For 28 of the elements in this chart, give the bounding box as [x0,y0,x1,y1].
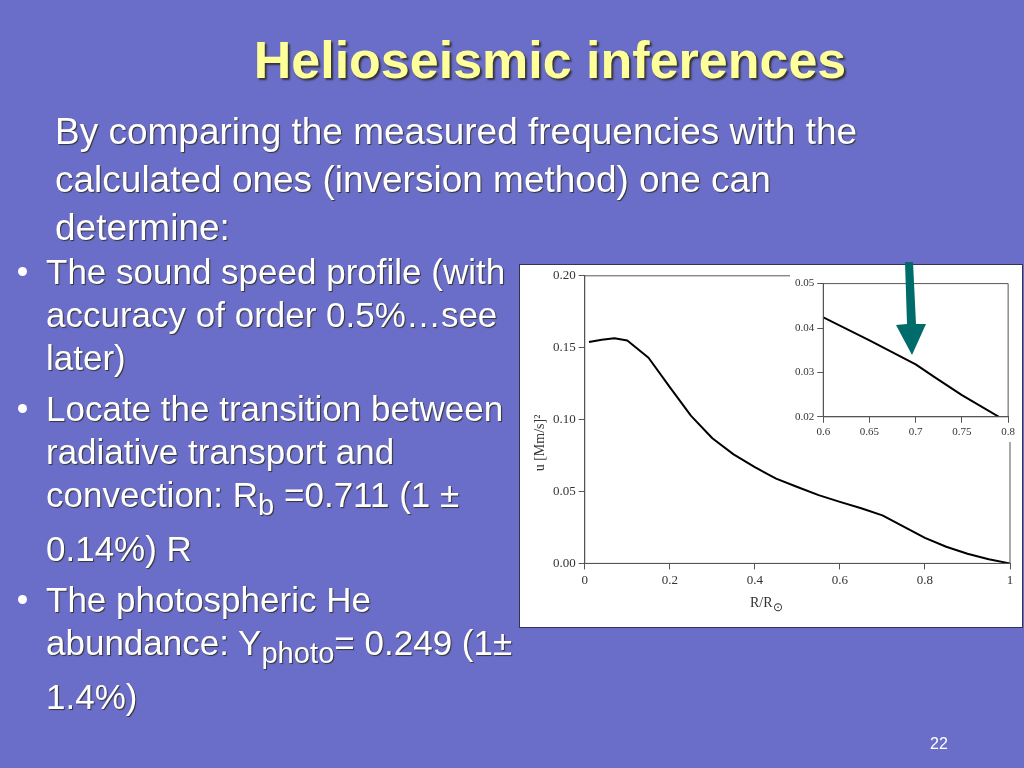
x-axis-title: R/R$_{⊙}$ [750,595,783,614]
chart-subtitle: By comparing the measured frequencies with the calculated ones (inversion method) one can determine: [55,110,859,250]
x-tick-label: 0.75 [952,425,973,438]
x-tick-label: 1 [1006,571,1014,587]
y-tick-label: 0.10 [553,411,576,427]
y-tick-label: 0.04 [795,320,815,333]
y-tick-label: 0.15 [553,339,576,355]
text: The sound speed profile (with accuracy of order 0.5%…see later) [46,251,507,379]
y-tick-label: 0.20 [553,267,576,283]
x-tick-label: 0.65 [859,425,880,438]
y-tick-label: 0.05 [795,276,815,289]
text: Locate the transition between radiative transport and convection: R$_{b}$ =0.711 (1 ± 0.14%) R [46,389,504,568]
x-tick-label: 0.6 [816,425,831,438]
x-tick-label: 0.7 [908,425,924,438]
x-tick-label: 0 [581,571,588,587]
text: 22 [930,735,948,753]
x-tick-label: 0.6 [831,571,849,587]
y-axis-title: u [Mm/s]² [532,413,548,474]
y-tick-label: 0.03 [795,365,815,378]
x-tick-label: 0.2 [661,571,678,587]
y-tick-label: 0.05 [553,482,576,498]
x-tick-label: 0.8 [916,571,934,587]
y-tick-label: 0.00 [553,554,576,570]
y-tick-label: 0.02 [795,409,815,422]
x-tick-label: 0.8 [1001,425,1016,438]
chart-title: Helioseismic inferences [252,30,848,90]
x-tick-label: 0.4 [746,571,764,587]
text: The photospheric He abundance: Y$_{photo}$= 0.249 (1± 1.4%) [46,580,513,716]
